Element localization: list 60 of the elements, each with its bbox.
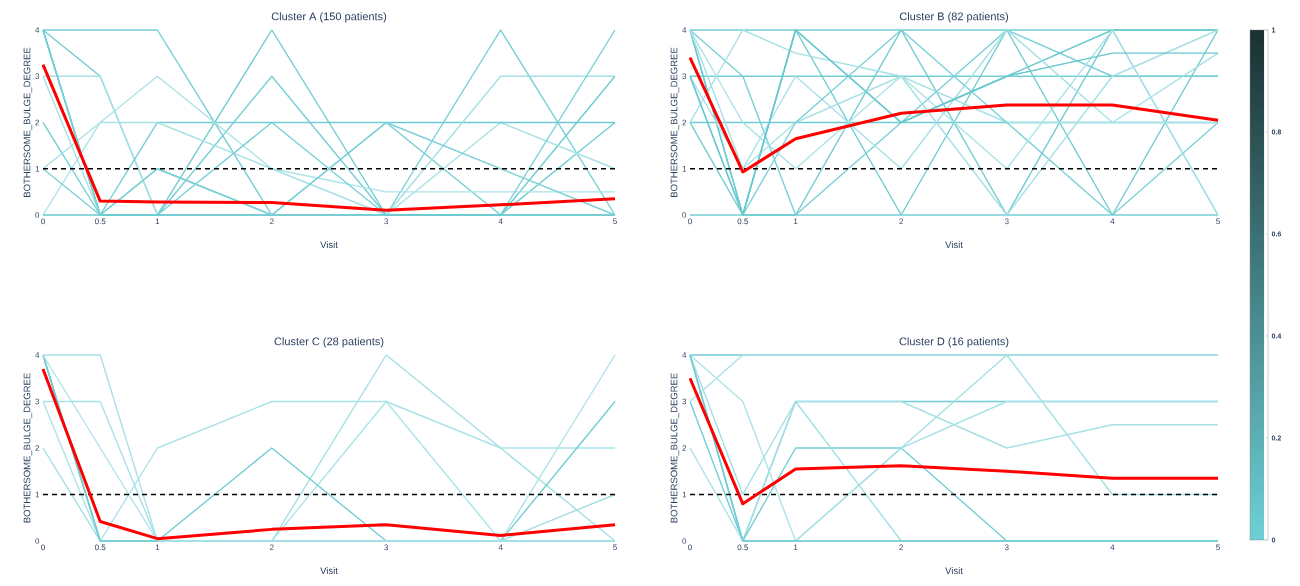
x-tick-label: 0: [688, 218, 692, 225]
y-tick-label: 3: [35, 73, 40, 80]
x-tick-label: 0.5: [737, 544, 749, 551]
y-tick-label: 2: [682, 445, 687, 451]
x-tick-label: 1: [794, 218, 798, 225]
y-tick-label: 0: [35, 538, 40, 544]
x-tick-label: 3: [384, 218, 389, 225]
x-tick-label: 3: [1004, 218, 1009, 225]
x-tick-label: 2: [269, 544, 274, 551]
y-axis-title: BOTHERSOME_BULGE_DEGREE: [23, 373, 33, 523]
x-axis-title: Visit: [320, 567, 338, 575]
chart-title: Cluster C (28 patients): [274, 337, 384, 348]
x-tick-label: 2: [899, 218, 904, 225]
x-axis-title: Visit: [320, 241, 338, 249]
y-tick-label: 4: [35, 352, 40, 358]
y-axis-title: BOTHERSOME_BULGE_DEGREE: [23, 47, 33, 197]
x-tick-label: 0: [41, 218, 45, 225]
x-tick-label: 5: [1216, 218, 1220, 225]
y-tick-label: 1: [35, 491, 40, 498]
y-tick-label: 2: [35, 445, 40, 451]
x-tick-label: 0.5: [94, 544, 106, 551]
y-tick-label: 3: [682, 398, 687, 405]
x-tick-label: 0.5: [94, 218, 106, 225]
x-tick-label: 2: [269, 218, 274, 225]
x-tick-label: 4: [498, 544, 503, 551]
y-tick-label: 4: [682, 352, 687, 358]
y-axis-title: BOTHERSOME_BULGE_DEGREE: [670, 47, 680, 197]
x-tick-label: 0.5: [737, 218, 749, 225]
y-tick-label: 4: [35, 27, 40, 33]
y-tick-label: 2: [35, 119, 40, 126]
x-tick-label: 0: [41, 544, 45, 551]
x-tick-label: 2: [899, 544, 904, 551]
y-tick-label: 1: [682, 491, 687, 498]
x-tick-label: 5: [613, 218, 617, 225]
y-axis-title: BOTHERSOME_BULGE_DEGREE: [670, 373, 680, 523]
x-tick-label: 4: [1110, 544, 1115, 551]
x-axis-title: Visit: [945, 241, 963, 249]
y-tick-label: 0: [682, 212, 687, 218]
chart-title: Cluster B (82 patients): [899, 12, 1009, 23]
y-tick-label: 2: [682, 119, 687, 126]
chart-title: Cluster A (150 patients): [271, 12, 387, 23]
x-tick-label: 5: [613, 544, 617, 551]
y-tick-label: 1: [682, 165, 687, 172]
x-tick-label: 3: [1004, 544, 1009, 551]
y-tick-label: 4: [682, 27, 687, 33]
x-tick-label: 4: [1110, 218, 1115, 225]
x-tick-label: 5: [1216, 544, 1220, 551]
y-tick-label: 3: [35, 398, 40, 405]
y-tick-label: 3: [682, 73, 687, 80]
chart-title: Cluster D (16 patients): [899, 337, 1009, 348]
x-tick-label: 1: [155, 218, 160, 225]
x-tick-label: 1: [155, 544, 160, 551]
x-tick-label: 3: [384, 544, 389, 551]
x-axis-title: Visit: [945, 567, 963, 575]
y-tick-label: 0: [35, 212, 40, 218]
y-tick-label: 1: [35, 165, 40, 172]
x-tick-label: 1: [794, 544, 798, 551]
x-tick-label: 0: [688, 544, 692, 551]
y-tick-label: 0: [682, 538, 687, 544]
x-tick-label: 4: [498, 218, 503, 225]
